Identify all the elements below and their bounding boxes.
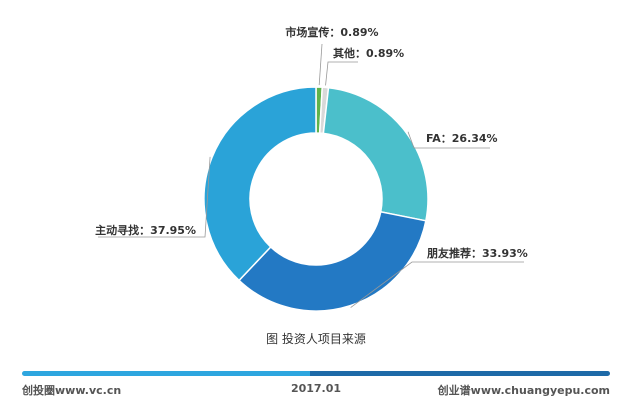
slice-label-4: 主动寻找：37.95% — [95, 223, 196, 237]
donut-chart: 市场宣传：0.89% 其他：0.89% FA：26.34% 朋友推荐：33.93% 主动… — [95, 25, 528, 312]
leader-line-2 — [407, 131, 490, 149]
footer-date: 2017.01 — [290, 382, 342, 395]
slice-label-0: 市场宣传：0.89% — [285, 25, 378, 39]
footer-left-text[interactable]: 创投圈www.vc.cn — [22, 384, 122, 397]
donut-slice-3 — [238, 210, 427, 312]
leader-line-1 — [325, 61, 358, 86]
donut-slice-2 — [322, 86, 429, 222]
leader-line-0 — [318, 43, 323, 86]
footer-bar-left — [22, 371, 311, 376]
leader-line-4 — [98, 156, 211, 238]
slice-label-3: 朋友推荐：33.93% — [426, 246, 528, 260]
leader-line-3 — [350, 261, 524, 308]
footer-bar-right — [310, 371, 610, 376]
chart-caption: 图 投资人项目来源 — [266, 332, 366, 346]
footer-bar — [22, 371, 610, 376]
footer-right-text[interactable]: 创业谱www.chuangyepu.com — [437, 384, 610, 397]
slice-label-1: 其他：0.89% — [333, 46, 404, 60]
donut-slice-4 — [203, 86, 317, 282]
slice-label-2: FA：26.34% — [426, 132, 498, 145]
